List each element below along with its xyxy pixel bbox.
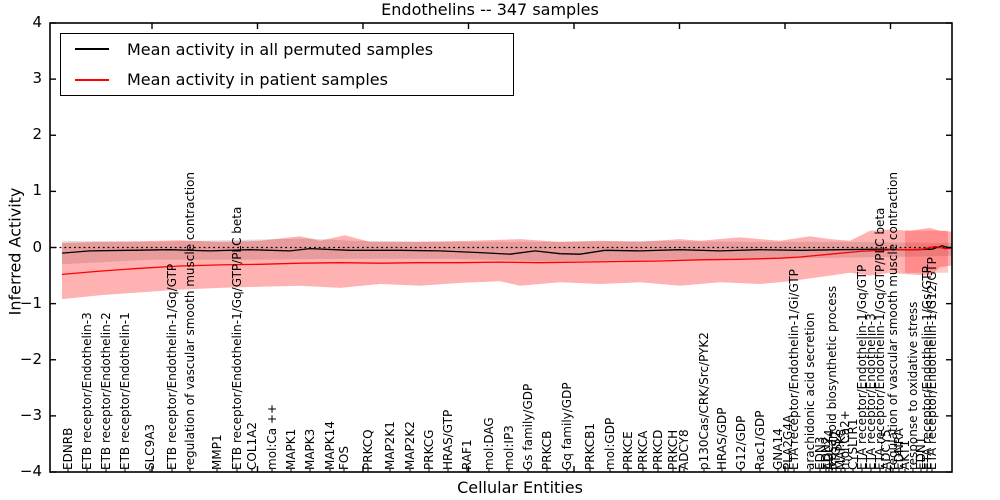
x-category-label: MAPK3 <box>302 428 317 470</box>
y-tick-label: 1 <box>32 181 42 200</box>
y-tick-label: 2 <box>32 125 42 144</box>
y-tick-label: −4 <box>19 462 42 480</box>
x-category-label: ETA receptor/Endothelin-1/G12/GTP <box>924 257 939 470</box>
x-category-label: ETB receptor/Endothelin-1/Gq/GTP/PLC bet… <box>229 206 244 470</box>
x-category-label: HRAS/GDP <box>714 407 729 470</box>
x-category-label: PRKCE <box>620 431 635 470</box>
x-category-label: mol:Ca ++ <box>264 403 279 470</box>
legend-label-patient: Mean activity in patient samples <box>127 70 388 90</box>
series-line-0 <box>61 245 953 255</box>
x-category-label: p130Cas/CRK/Src/PYK2 <box>696 332 711 470</box>
x-category-label: MAP2K1 <box>382 421 397 470</box>
x-category-label: EDNRB <box>60 427 75 470</box>
x-category-label: mol:DAG <box>481 417 496 470</box>
x-category-label: G12/GDP <box>733 415 748 470</box>
x-category-label: mol:IP3 <box>501 425 516 470</box>
chart-title: Endothelins -- 347 samples <box>381 0 599 19</box>
band-overlap-patch <box>905 230 948 273</box>
y-tick-label: 4 <box>32 13 42 31</box>
patient-samples-band <box>62 227 952 300</box>
y-tick-label: −1 <box>19 293 42 312</box>
x-category-label: regulation of vascular smooth muscle con… <box>885 171 900 470</box>
series-line-1 <box>61 245 953 276</box>
x-category-label: mol:GDP <box>602 417 617 470</box>
x-category-label: PRKCD <box>650 429 665 470</box>
x-category-label: regulation of vascular smooth muscle con… <box>182 171 197 470</box>
x-category-label: MAPK1 <box>283 428 298 470</box>
legend-item-permuted: Mean activity in all permuted samples <box>61 40 513 59</box>
x-category-label: Rac1/GDP <box>752 410 767 470</box>
legend-box: Mean activity in all permuted samples Me… <box>60 33 514 96</box>
x-category-label: HRAS/GTP <box>440 409 455 470</box>
x-category-label: Gs family/GDP <box>520 383 535 470</box>
permuted-samples-band <box>62 238 952 265</box>
x-category-label: PRKCB <box>539 430 554 470</box>
x-category-label: SLC9A3 <box>142 423 157 470</box>
x-category-label: COL1A2 <box>244 422 259 470</box>
x-category-label: RAF1 <box>459 439 474 470</box>
legend-line-patient <box>75 78 109 81</box>
x-category-label: ETA receptor/Endothelin-1/Gi/GTP <box>786 269 801 470</box>
y-tick-label: −3 <box>19 405 42 424</box>
x-category-label: ETB receptor/Endothelin-3 <box>79 312 94 470</box>
x-axis-title: Cellular Entities <box>457 478 583 497</box>
x-category-label: PRKCG <box>421 429 436 470</box>
x-category-label: MMP1 <box>209 434 224 470</box>
y-tick-label: 3 <box>32 69 42 88</box>
x-category-label: Gq family/GDP <box>559 382 574 470</box>
x-category-label: ETB receptor/Endothelin-1 <box>117 312 132 470</box>
x-category-label: FOS <box>336 446 351 470</box>
legend-line-permuted <box>75 48 109 51</box>
legend-label-permuted: Mean activity in all permuted samples <box>127 39 434 59</box>
x-category-label: ADCY8 <box>676 429 691 470</box>
y-tick-label: −2 <box>19 349 42 368</box>
x-category-label: PRKCA <box>635 430 650 470</box>
x-category-label: PRKCQ <box>360 429 375 470</box>
x-category-label: MAPK14 <box>322 421 337 470</box>
legend-item-patient: Mean activity in patient samples <box>61 70 513 89</box>
x-category-label: ETB receptor/Endothelin-1/Gq/GTP <box>164 263 179 470</box>
x-category-label: ETB receptor/Endothelin-2 <box>98 312 113 470</box>
y-tick-label: 0 <box>32 237 42 256</box>
x-category-label: PRKCB1 <box>582 422 597 470</box>
x-category-label: MAP2K2 <box>402 421 417 470</box>
